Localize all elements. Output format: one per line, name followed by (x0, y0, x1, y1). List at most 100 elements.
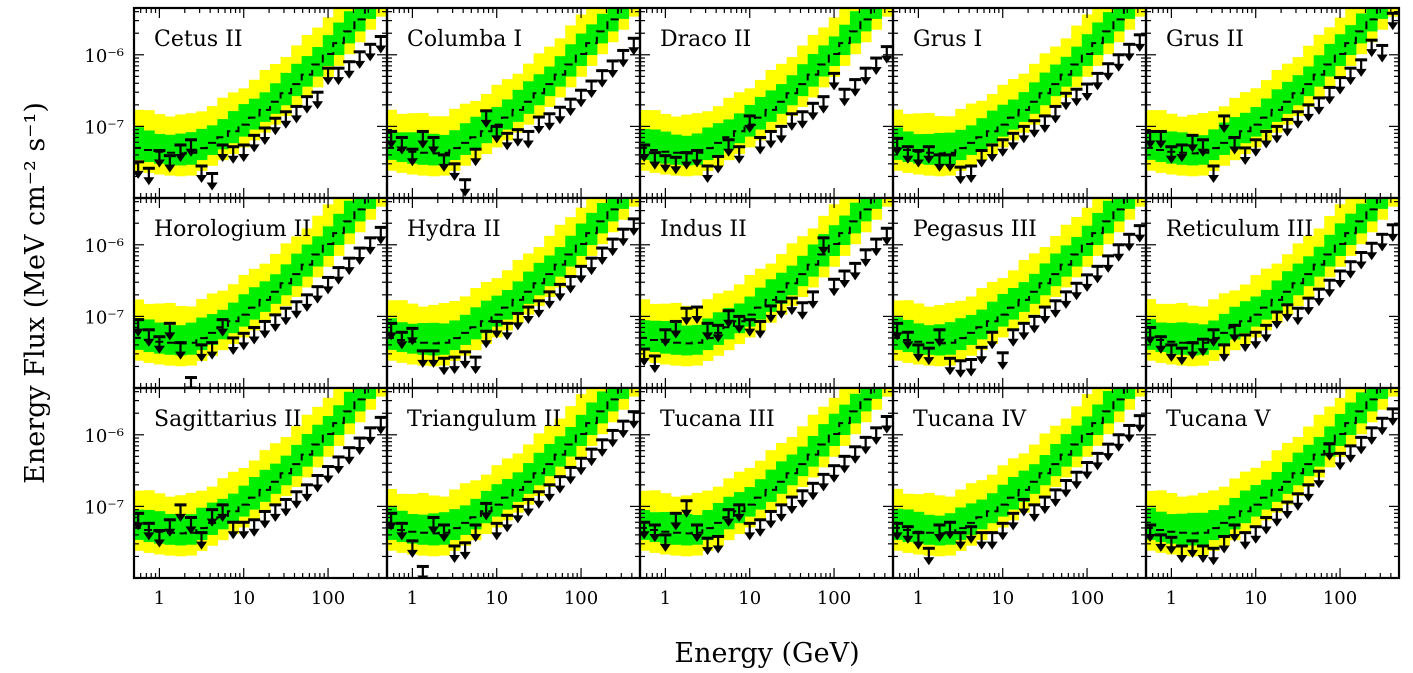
band-68-bin (596, 391, 609, 424)
panels-grid: Cetus II 10⁻⁷ 10⁻⁶ Columba I Draco II Grus I G… (84, 0, 1401, 609)
upper-limit-marker (163, 154, 176, 173)
upper-limit-marker (1291, 306, 1304, 326)
upper-limit-marker (617, 419, 630, 439)
upper-limit-marker (153, 149, 166, 168)
band-68-bin (765, 90, 777, 122)
band-68-bin (617, 198, 630, 209)
x-axis-title: Energy (GeV) (674, 638, 859, 669)
x-tick-label: 1 (407, 588, 418, 609)
upper-limit-marker (954, 165, 967, 185)
upper-limit-marker (1218, 534, 1231, 554)
band-68-bin (586, 24, 598, 56)
band-68-bin (955, 507, 967, 541)
upper-limit-marker (1102, 442, 1115, 462)
upper-limit-marker (195, 164, 208, 183)
band-68-bin (1324, 426, 1336, 457)
band-95-bin (375, 8, 387, 17)
band-68-bin (354, 388, 366, 412)
median-sensitivity-line (134, 388, 366, 535)
upper-limit-marker (269, 503, 282, 522)
upper-limit-marker (575, 456, 588, 476)
band-68-bin (1250, 296, 1262, 327)
band-68-bin (1102, 12, 1115, 44)
upper-limit-marker (1355, 435, 1368, 455)
band-68-bin (343, 11, 356, 44)
upper-limit-marker (1007, 328, 1020, 347)
band-68-bin (407, 514, 419, 544)
band-68-bin (459, 505, 471, 535)
x-tick-label: 100 (1323, 588, 1357, 609)
band-68-bin (1313, 55, 1325, 87)
upper-limit-marker (796, 489, 809, 508)
band-68-bin (449, 509, 461, 541)
band-68-bin (322, 35, 334, 66)
upper-limit-marker (1312, 96, 1325, 115)
upper-limit-marker (1260, 129, 1273, 149)
band-95-bin (364, 388, 377, 410)
upper-limit-marker (975, 149, 988, 168)
band-68-bin (1282, 81, 1294, 114)
upper-limit-marker (1281, 303, 1294, 322)
panel-draco-ii: Draco II (638, 6, 895, 200)
median-sensitivity-line (893, 388, 1125, 535)
band-68-bin (364, 198, 377, 209)
band-68-bin (839, 215, 851, 246)
band-68-bin (786, 265, 798, 296)
band-68-bin (1292, 75, 1304, 106)
upper-limit-marker (279, 497, 292, 517)
band-68-bin (1260, 479, 1273, 510)
band-68-bin (596, 203, 609, 234)
upper-limit-marker (364, 236, 377, 255)
panel-label: Grus I (913, 27, 982, 52)
upper-limit-marker (712, 154, 725, 174)
upper-limit-marker (1344, 260, 1357, 279)
upper-limit-marker (627, 410, 640, 429)
band-68-bin (1271, 280, 1283, 312)
upper-limit-marker (1154, 129, 1167, 149)
upper-limit-marker (880, 226, 893, 246)
band-68-bin (649, 320, 661, 353)
upper-limit-marker (269, 116, 282, 136)
band-68-bin (1092, 22, 1104, 56)
upper-limit-marker (828, 71, 841, 91)
upper-limit-marker (1270, 508, 1283, 527)
band-68-bin (333, 213, 345, 246)
band-68-bin (259, 469, 271, 502)
panel-plot-area (134, 8, 387, 191)
band-68-bin (976, 309, 988, 340)
upper-limit-marker (585, 256, 598, 276)
band-68-bin (143, 130, 155, 163)
band-68-bin (997, 293, 1009, 327)
upper-limit-marker (1165, 535, 1178, 555)
upper-limit-marker (1260, 515, 1273, 535)
upper-limit-marker (469, 147, 482, 167)
upper-limit-marker (754, 319, 767, 339)
upper-limit-marker (849, 261, 862, 281)
band-68-bin (301, 244, 313, 277)
band-68-bin (501, 290, 514, 320)
upper-limit-marker (1207, 164, 1220, 183)
band-68-bin (1303, 444, 1315, 477)
upper-limit-marker (1196, 544, 1209, 563)
band-95-bin (881, 198, 893, 207)
upper-limit-marker (1365, 426, 1378, 445)
x-tick-label: 1 (660, 588, 671, 609)
upper-limit-marker (184, 515, 197, 535)
band-68-bin (449, 320, 461, 351)
upper-limit-marker (754, 518, 767, 537)
band-68-bin (1334, 223, 1346, 256)
upper-limit-marker (364, 42, 377, 62)
upper-limit-marker (364, 426, 377, 445)
upper-limit-marker (279, 110, 292, 129)
band-68-bin (754, 96, 767, 130)
band-68-bin (1081, 416, 1093, 446)
band-68-bin (1135, 0, 1146, 6)
band-68-bin (807, 244, 819, 277)
upper-limit-marker (1281, 500, 1294, 520)
upper-limit-marker (996, 521, 1009, 541)
upper-limit-marker (437, 153, 450, 172)
upper-limit-marker (343, 446, 356, 465)
upper-limit-marker (153, 335, 166, 354)
upper-limit-marker (427, 135, 440, 155)
band-68-bin (607, 198, 619, 222)
